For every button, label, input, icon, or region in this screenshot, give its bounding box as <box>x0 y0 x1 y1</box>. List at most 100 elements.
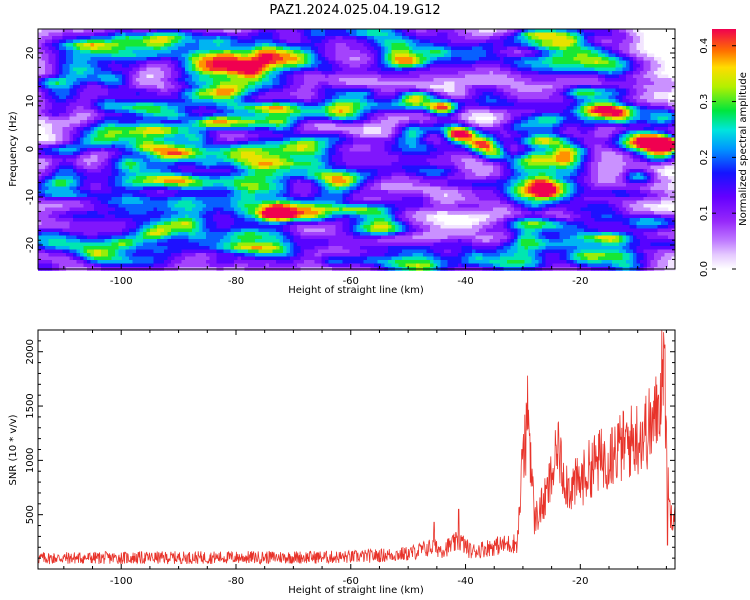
heatmap-cell <box>192 88 196 93</box>
heatmap-cell <box>69 95 74 100</box>
heatmap-cell <box>171 78 175 82</box>
heatmap-cell <box>69 92 74 96</box>
heatmap-cell <box>52 88 56 93</box>
heatmap-cell <box>496 32 501 37</box>
heatmap-cell <box>531 88 536 93</box>
heatmap-cell <box>304 60 308 65</box>
heatmap-cell <box>237 32 242 37</box>
heatmap-cell <box>353 71 357 75</box>
heatmap-cell <box>374 74 378 79</box>
heatmap-cell <box>647 85 651 89</box>
heatmap-cell <box>640 116 644 121</box>
heatmap-cell <box>643 57 648 61</box>
heatmap-cell <box>370 46 375 51</box>
heatmap-cell <box>545 99 550 103</box>
heatmap-cell <box>164 46 168 51</box>
heatmap-cell <box>125 53 130 58</box>
heatmap-cell <box>171 39 175 44</box>
heatmap-cell <box>164 99 168 103</box>
heatmap-cell <box>139 71 144 75</box>
heatmap-cell <box>661 64 665 68</box>
heatmap-cell <box>143 123 147 128</box>
heatmap-cell <box>80 64 84 68</box>
heatmap-cell <box>139 81 144 86</box>
heatmap-cell <box>465 81 469 86</box>
heatmap-cell <box>612 92 616 96</box>
heatmap-cell <box>668 106 672 110</box>
heatmap-cell <box>328 46 333 51</box>
heatmap-cell <box>517 95 522 100</box>
heatmap-cell <box>465 29 469 33</box>
heatmap-cell <box>220 123 224 128</box>
heatmap-cell <box>59 29 63 33</box>
heatmap-cell <box>430 71 434 75</box>
heatmap-cell <box>503 57 508 61</box>
heatmap-cell <box>244 116 249 121</box>
heatmap-cell <box>94 67 98 72</box>
heatmap-cell <box>412 85 417 89</box>
heatmap-cell <box>59 113 63 117</box>
heatmap-cell <box>521 109 525 114</box>
heatmap-cell <box>433 113 438 117</box>
heatmap-cell <box>566 53 571 58</box>
heatmap-cell <box>90 32 95 37</box>
heatmap-cell <box>45 50 49 54</box>
heatmap-cell <box>283 32 287 37</box>
heatmap-cell <box>230 53 235 58</box>
heatmap-cell <box>552 60 557 65</box>
heatmap-cell <box>426 106 431 110</box>
heatmap-cell <box>629 123 634 128</box>
heatmap-cell <box>402 60 406 65</box>
heatmap-cell <box>188 46 193 51</box>
heatmap-cell <box>409 81 413 86</box>
heatmap-cell <box>52 85 56 89</box>
heatmap-cell <box>612 57 616 61</box>
heatmap-cell <box>167 60 172 65</box>
heatmap-cell <box>108 39 112 44</box>
heatmap-cell <box>584 102 588 107</box>
heatmap-cell <box>465 99 469 103</box>
heatmap-cell <box>206 92 210 96</box>
heatmap-cell <box>258 85 263 89</box>
heatmap-cell <box>97 60 102 65</box>
heatmap-cell <box>475 92 480 96</box>
heatmap-cell <box>440 39 445 44</box>
heatmap-cell <box>668 120 672 124</box>
heatmap-cell <box>374 29 378 33</box>
heatmap-cell <box>398 43 403 47</box>
heatmap-cell <box>195 85 200 89</box>
heatmap-cell <box>94 46 98 51</box>
heatmap-cell <box>360 29 364 33</box>
heatmap-cell <box>192 36 196 40</box>
heatmap-cell <box>52 109 56 114</box>
heatmap-cell <box>48 123 53 128</box>
heatmap-cell <box>283 102 287 107</box>
heatmap-cell <box>206 88 210 93</box>
heatmap-cell <box>234 78 238 82</box>
heatmap-cell <box>542 67 546 72</box>
heatmap-cell <box>451 74 455 79</box>
heatmap-cell <box>59 102 63 107</box>
heatmap-cell <box>510 74 515 79</box>
heatmap-cell <box>367 71 371 75</box>
heatmap-cell <box>153 46 158 51</box>
heatmap-cell <box>496 43 501 47</box>
heatmap-cell <box>570 78 574 82</box>
heatmap-cell <box>223 81 228 86</box>
heatmap-cell <box>412 78 417 82</box>
heatmap-cell <box>430 29 434 33</box>
heatmap-cell <box>353 85 357 89</box>
heatmap-cell <box>244 29 249 33</box>
heatmap-cell <box>591 95 595 100</box>
heatmap-cell <box>87 99 91 103</box>
heatmap-cell <box>524 106 529 110</box>
heatmap-cell <box>451 50 455 54</box>
heatmap-cell <box>489 99 494 103</box>
heatmap-cell <box>104 60 109 65</box>
heatmap-cell <box>111 71 116 75</box>
heatmap-cell <box>412 102 417 107</box>
heatmap-cell <box>118 123 123 128</box>
heatmap-cell <box>59 36 63 40</box>
heatmap-cell <box>629 102 634 107</box>
heatmap-cell <box>619 113 623 117</box>
